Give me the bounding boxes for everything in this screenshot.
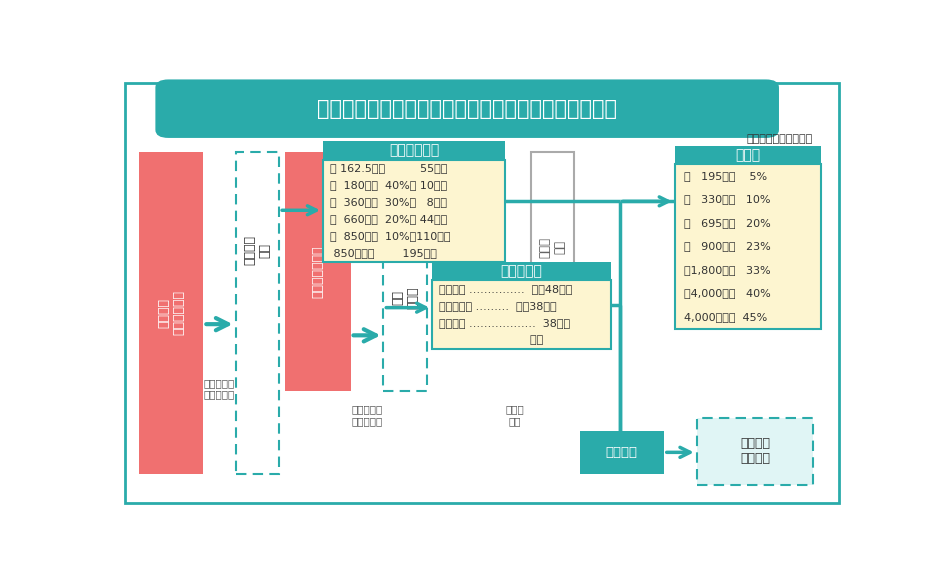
FancyBboxPatch shape xyxy=(384,152,427,391)
Text: ～4,000万円   40%: ～4,000万円 40% xyxy=(683,288,770,299)
Text: 4,000万円～  45%: 4,000万円～ 45% xyxy=(683,312,767,322)
Text: ～  360万円  30%＋   8万円: ～ 360万円 30%＋ 8万円 xyxy=(330,197,447,207)
Text: 給与所得控除: 給与所得控除 xyxy=(389,143,439,157)
Text: ～  850万円  10%＋110万円: ～ 850万円 10%＋110万円 xyxy=(330,231,450,241)
Text: 税額の
計算: 税額の 計算 xyxy=(505,405,524,426)
Text: 税額の
計算: 税額の 計算 xyxy=(539,237,567,258)
FancyBboxPatch shape xyxy=(285,152,351,391)
Text: 配偶者控除 ………  最高38万円: 配偶者控除 ……… 最高38万円 xyxy=(440,301,557,311)
Text: ～   695万円   20%: ～ 695万円 20% xyxy=(683,218,770,228)
Text: 人的控除等: 人的控除等 xyxy=(500,264,542,278)
Text: 課税所得の
金額の計算: 課税所得の 金額の計算 xyxy=(352,405,383,426)
Text: 税　率: 税 率 xyxy=(735,148,760,162)
Text: ～   900万円   23%: ～ 900万円 23% xyxy=(683,241,770,252)
Text: （令和４年１月現在）: （令和４年１月現在） xyxy=(747,135,813,144)
FancyBboxPatch shape xyxy=(323,141,505,160)
Text: 給与所得者の所得税額計算のフローチャートイメージ: 給与所得者の所得税額計算のフローチャートイメージ xyxy=(317,99,618,119)
Text: 850万円～        195万円: 850万円～ 195万円 xyxy=(330,248,437,258)
FancyBboxPatch shape xyxy=(323,160,505,262)
FancyBboxPatch shape xyxy=(155,79,779,138)
Text: ～ 162.5万円          55万円: ～ 162.5万円 55万円 xyxy=(330,164,447,173)
Text: 基礎控除 ……………  最高48万円: 基礎控除 …………… 最高48万円 xyxy=(440,284,572,294)
Text: （課税ベース）
課税所得の金額: （課税ベース） 課税所得の金額 xyxy=(451,222,479,271)
Text: 給与収入
（年間収入）: 給与収入 （年間収入） xyxy=(157,291,185,335)
Text: 給与所得の
金額の計算: 給与所得の 金額の計算 xyxy=(204,378,235,400)
FancyBboxPatch shape xyxy=(675,164,821,329)
Text: 給与所得
控除: 給与所得 控除 xyxy=(243,235,272,266)
Text: 税額控除
納付税額: 税額控除 納付税額 xyxy=(740,437,770,465)
Text: 給与所得の金額: 給与所得の金額 xyxy=(311,245,324,298)
Text: ～   195万円    5%: ～ 195万円 5% xyxy=(683,171,767,181)
FancyBboxPatch shape xyxy=(580,432,664,474)
Text: ～  180万円  40%－ 10万円: ～ 180万円 40%－ 10万円 xyxy=(330,180,447,190)
Text: 人的
控除等: 人的 控除等 xyxy=(391,286,419,309)
FancyBboxPatch shape xyxy=(139,152,203,474)
FancyBboxPatch shape xyxy=(432,280,611,349)
FancyBboxPatch shape xyxy=(236,152,279,474)
FancyBboxPatch shape xyxy=(432,262,611,280)
FancyBboxPatch shape xyxy=(675,146,821,164)
FancyBboxPatch shape xyxy=(125,83,838,503)
FancyBboxPatch shape xyxy=(530,152,574,342)
Text: ～1,800万円   33%: ～1,800万円 33% xyxy=(683,265,770,275)
Text: など: など xyxy=(440,335,543,345)
FancyBboxPatch shape xyxy=(432,152,498,342)
Text: ～  660万円  20%＋ 44万円: ～ 660万円 20%＋ 44万円 xyxy=(330,214,447,224)
Text: 扶養控除 ………………  38万円: 扶養控除 ……………… 38万円 xyxy=(440,318,571,328)
FancyBboxPatch shape xyxy=(697,418,813,485)
Text: ～   330万円   10%: ～ 330万円 10% xyxy=(683,194,770,205)
Text: 算出税額: 算出税額 xyxy=(605,446,637,459)
